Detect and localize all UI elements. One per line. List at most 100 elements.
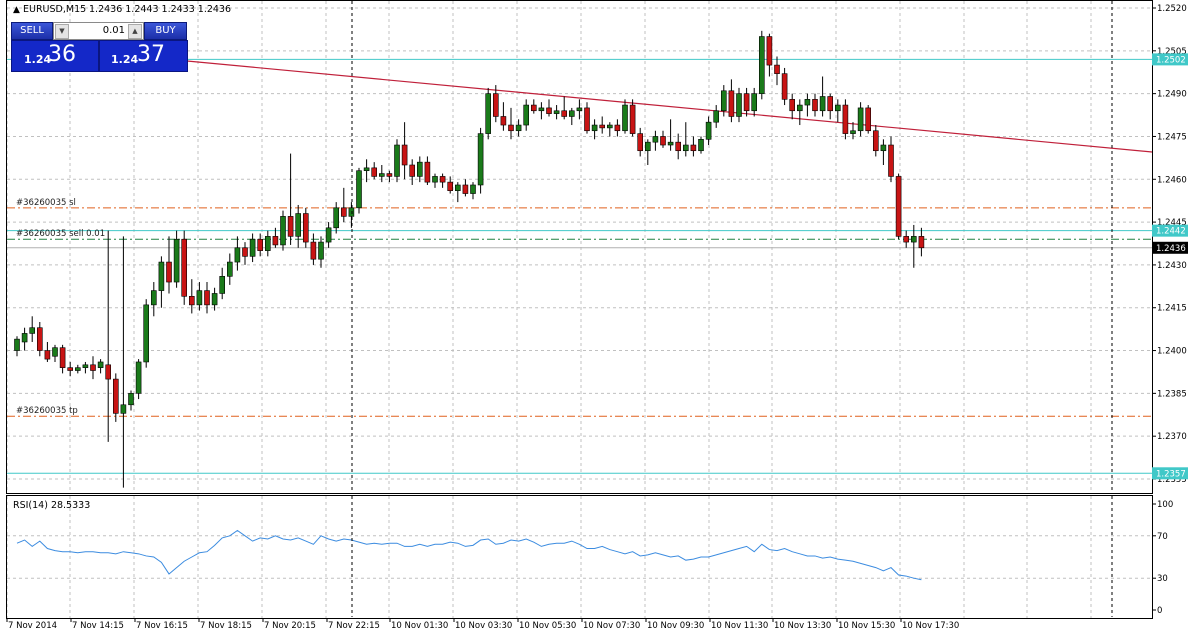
level-price-tag-label: 1.2436 (1156, 244, 1186, 254)
buy-button[interactable]: BUY (144, 22, 187, 40)
candle-body (52, 347, 58, 357)
candle-body (105, 364, 111, 380)
candle (698, 136, 704, 154)
candle (614, 119, 621, 137)
price-tick-label: 1.2430 (1157, 261, 1187, 271)
candle (211, 287, 218, 311)
candle (591, 119, 598, 140)
candle (135, 359, 142, 400)
candle (812, 93, 818, 117)
candle (409, 159, 416, 185)
price-tick-label: 1.2520 (1157, 4, 1187, 14)
candle-body (242, 247, 248, 257)
candle (781, 67, 788, 106)
candle (644, 139, 651, 165)
rsi-pane[interactable]: RSI(14) 28.5333 (6, 495, 1153, 619)
time-tick-label: 7 Nov 2014 (8, 621, 57, 631)
candle-body (318, 241, 324, 260)
price-chart-pane[interactable]: ▲ EURUSD,M15 1.2436 1.2443 1.2433 1.2436… (6, 0, 1153, 494)
candle (432, 173, 438, 188)
candle (280, 210, 286, 251)
candle-body (378, 173, 385, 177)
candle-body (470, 184, 476, 194)
candle (21, 327, 28, 351)
time-tick-label: 7 Nov 22:15 (328, 621, 380, 631)
candles (14, 30, 925, 488)
candle (918, 227, 925, 257)
candle-body (644, 141, 651, 152)
candle (743, 87, 750, 117)
candle (470, 182, 476, 200)
candle-body (280, 216, 286, 246)
candle-body (751, 93, 758, 112)
candle (44, 341, 51, 362)
level-price-tag (1152, 224, 1188, 237)
candle (720, 85, 727, 117)
price-tick-label: 1.2505 (1157, 47, 1187, 57)
price-level-lines (7, 58, 1152, 474)
candle-body (819, 96, 826, 112)
candle-body (158, 261, 165, 291)
candle (348, 202, 355, 228)
candle (660, 130, 666, 148)
candle (272, 227, 279, 248)
rsi-tick-label: 0 (1157, 606, 1162, 616)
candle (401, 122, 408, 180)
candle-body (302, 213, 309, 243)
candle (227, 253, 233, 285)
candle-body (682, 144, 689, 152)
candle-body (660, 136, 666, 146)
time-tick-label: 10 Nov 15:30 (838, 621, 895, 631)
sell-button[interactable]: SELL (11, 22, 53, 40)
candle (234, 236, 241, 271)
level-price-tag-label: 1.2502 (1156, 55, 1186, 65)
trend-line[interactable] (186, 60, 1153, 153)
level-price-tag (1152, 467, 1188, 480)
candle (14, 336, 20, 357)
candle-body (295, 213, 302, 237)
candle (113, 373, 119, 422)
candle (690, 136, 697, 157)
candle-body (652, 136, 659, 143)
candle-body (120, 404, 127, 414)
price-axis: 1.25201.25051.24901.24751.24601.24451.24… (1152, 4, 1187, 485)
candle-body (622, 104, 628, 132)
price-tick-label: 1.2400 (1157, 347, 1187, 357)
candle (257, 233, 263, 257)
lot-decrease-icon[interactable]: ▼ (55, 24, 69, 39)
candle-body (690, 144, 697, 152)
sell-price-button[interactable]: 1.24 36 (11, 40, 99, 72)
candle (584, 102, 590, 134)
candle (356, 167, 362, 214)
candle-body (667, 141, 674, 146)
candle (67, 361, 74, 377)
buy-price-button[interactable]: 1.24 37 (99, 40, 188, 72)
time-tick-label: 10 Nov 17:30 (902, 621, 959, 631)
candle-body (880, 144, 887, 152)
candle (189, 279, 195, 314)
candle (75, 364, 81, 374)
candle (158, 256, 165, 308)
candle-body (340, 207, 347, 217)
level-price-tag-label: 1.2357 (1156, 469, 1186, 479)
candle-body (439, 176, 446, 183)
candle (576, 99, 583, 120)
price-tick-label: 1.2490 (1157, 90, 1187, 100)
lot-size-value[interactable]: 0.01 (102, 25, 125, 36)
candle (52, 344, 58, 362)
order-tp-label: #36260035 tp (16, 406, 78, 416)
candle-body (781, 73, 788, 100)
time-tick-label: 10 Nov 09:30 (647, 621, 704, 631)
candle (804, 93, 811, 117)
lot-increase-icon[interactable]: ▲ (128, 24, 142, 39)
lot-size-field[interactable]: ▼ 0.01 ▲ (53, 22, 144, 40)
candle-body (728, 90, 735, 117)
candle (682, 122, 689, 157)
price-chart[interactable]: ▲ EURUSD,M15 1.2436 1.2443 1.2433 1.2436… (6, 1, 1153, 493)
candle (515, 119, 522, 137)
candle-body (842, 104, 849, 134)
candle-body (257, 238, 263, 251)
candle (492, 85, 499, 123)
rsi-chart[interactable]: RSI(14) 28.5333 (6, 496, 1152, 618)
candle (454, 182, 461, 203)
